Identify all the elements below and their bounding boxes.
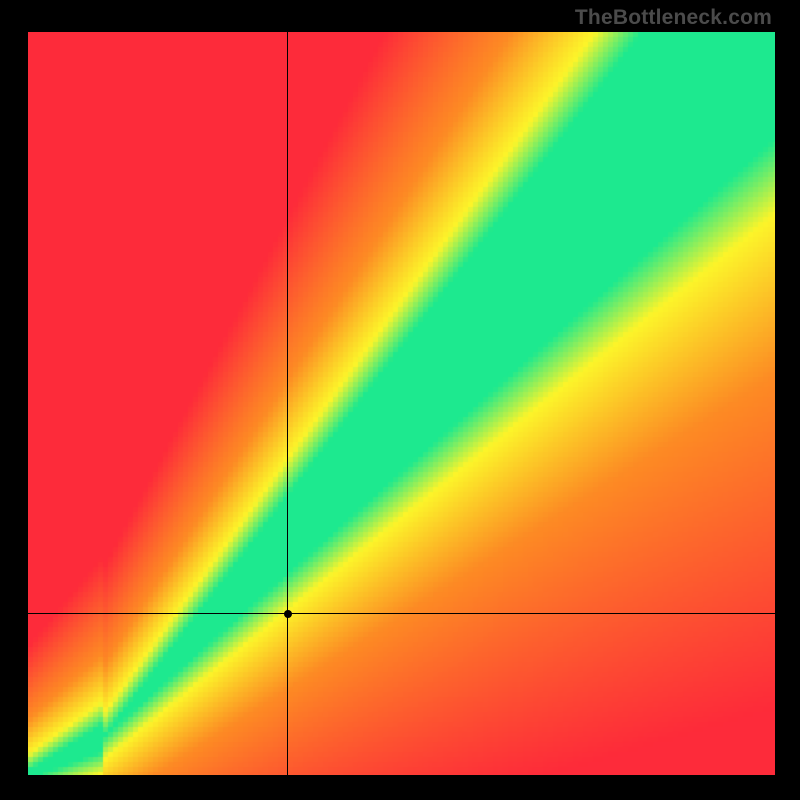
- bottleneck-heatmap: [28, 32, 775, 775]
- crosshair-horizontal: [28, 613, 775, 614]
- crosshair-vertical: [287, 32, 288, 775]
- marker-dot: [284, 610, 292, 618]
- watermark-text: TheBottleneck.com: [575, 6, 772, 30]
- chart-container: TheBottleneck.com: [0, 0, 800, 800]
